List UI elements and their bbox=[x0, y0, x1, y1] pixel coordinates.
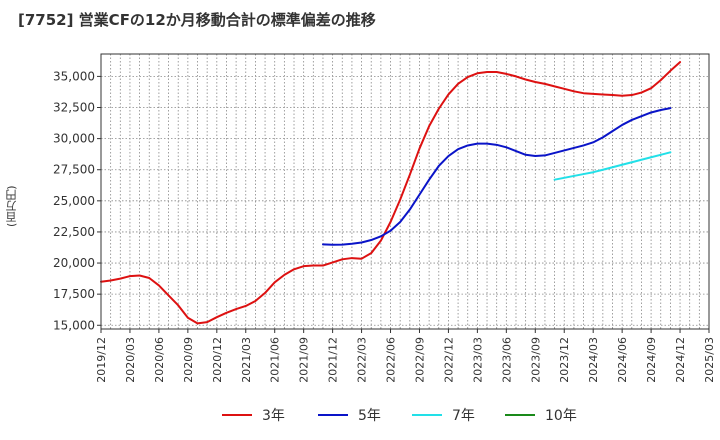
y-tick-label: 20,000 bbox=[53, 256, 95, 270]
x-tick-label: 2020/06 bbox=[153, 337, 166, 383]
x-tick-label: 2024/12 bbox=[674, 337, 687, 383]
x-tick-label: 2023/09 bbox=[529, 337, 542, 383]
x-tick-label: 2021/06 bbox=[269, 337, 282, 383]
x-tick-label: 2023/06 bbox=[500, 337, 513, 383]
x-tick-label: 2024/03 bbox=[587, 337, 600, 383]
y-tick-label: 25,000 bbox=[53, 194, 95, 208]
x-tick-label: 2021/03 bbox=[240, 337, 253, 383]
x-tick-label: 2022/09 bbox=[413, 337, 426, 383]
y-tick-label: 17,500 bbox=[53, 287, 95, 301]
y-tick-labels: 15,000 17,500 20,000 22,500 25,000 27,500 30,0… bbox=[53, 69, 101, 332]
legend-item: 7年 bbox=[412, 400, 475, 430]
x-tick-label: 2021/09 bbox=[298, 337, 311, 383]
y-tick-label: 22,500 bbox=[53, 225, 95, 239]
y-tick-label: 27,500 bbox=[53, 163, 95, 177]
x-tick-label: 2023/12 bbox=[558, 337, 571, 383]
x-tick-label: 2022/06 bbox=[385, 337, 398, 383]
series-line-0 bbox=[100, 61, 682, 325]
legend-label: 5年 bbox=[358, 408, 381, 424]
legend-label: 3年 bbox=[262, 408, 285, 424]
x-tick-label: 2020/12 bbox=[211, 337, 224, 383]
legend-swatch bbox=[318, 414, 348, 416]
legend-item: 3年 bbox=[222, 400, 285, 430]
legend-item: 10年 bbox=[505, 400, 577, 430]
plot-area bbox=[101, 54, 709, 329]
legend-item: 5年 bbox=[318, 400, 381, 430]
y-tick-label: 15,000 bbox=[53, 318, 95, 332]
x-tick-label: 2021/12 bbox=[327, 337, 340, 383]
y-tick-label: 30,000 bbox=[53, 132, 95, 146]
x-tick-label: 2023/03 bbox=[471, 337, 484, 383]
x-tick-label: 2020/09 bbox=[182, 337, 195, 383]
x-tick-labels: 2019/12 2020/03 2020/06 2020/09 2020/12 2021/… bbox=[95, 329, 716, 383]
legend-swatch bbox=[505, 414, 535, 416]
series-line-2 bbox=[553, 151, 672, 181]
line-chart: 15,000 17,500 20,000 22,500 25,000 27,500 30,0… bbox=[53, 53, 716, 383]
legend-swatch bbox=[222, 414, 252, 416]
x-tick-label: 2022/12 bbox=[442, 337, 455, 383]
legend-label: 10年 bbox=[545, 408, 577, 424]
x-tick-label: 2024/09 bbox=[645, 337, 658, 383]
series-lines bbox=[100, 61, 682, 325]
x-tick-label: 2025/03 bbox=[703, 337, 716, 383]
legend-swatch bbox=[412, 414, 442, 416]
y-tick-label: 32,500 bbox=[53, 101, 95, 115]
legend-label: 7年 bbox=[452, 408, 475, 424]
plot-border bbox=[100, 53, 710, 330]
x-tick-label: 2022/03 bbox=[356, 337, 369, 383]
y-tick-label: 35,000 bbox=[53, 69, 95, 83]
x-tick-label: 2020/03 bbox=[124, 337, 137, 383]
x-tick-label: 2019/12 bbox=[95, 337, 108, 383]
chart-title: [7752] 営業CFの12か月移動合計の標準偏差の推移 bbox=[18, 11, 376, 29]
legend: 3年 5年 7年 10年 bbox=[0, 400, 720, 430]
x-tick-label: 2024/06 bbox=[616, 337, 629, 383]
series-line-1 bbox=[321, 107, 672, 246]
